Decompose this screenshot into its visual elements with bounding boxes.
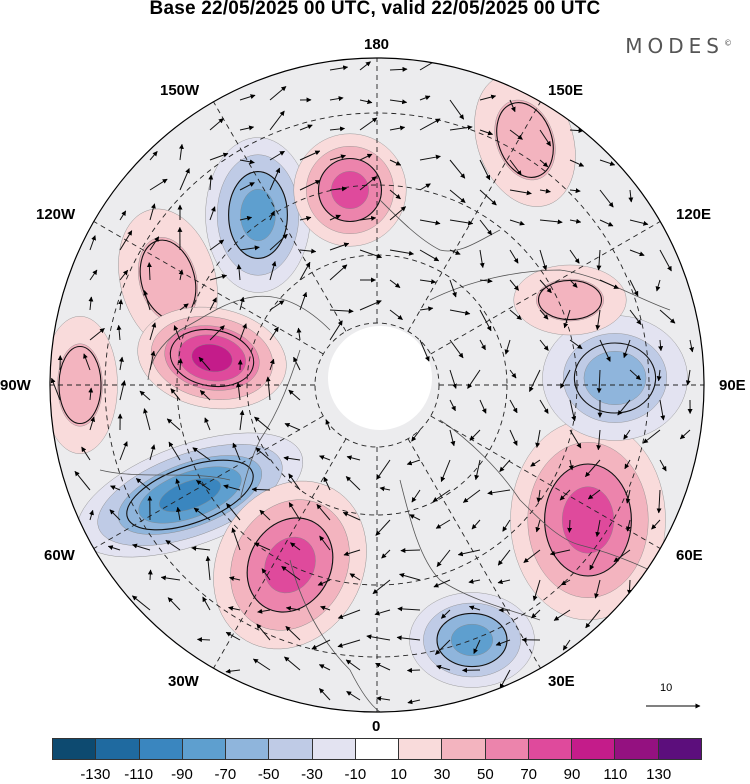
lon-label-150e: 150E (548, 82, 583, 99)
colorbar-tick-label: 70 (520, 766, 537, 783)
colorbar-tick-label: 110 (603, 766, 627, 783)
colorbar-tick-label: 10 (390, 766, 407, 783)
colorbar-tick-label: 90 (564, 766, 581, 783)
colorbar-ticks: -130 -110 -90 -70 -50 -30 -10 10 30 50 70 90 110 130 (0, 766, 750, 784)
colorbar-swatch (269, 738, 312, 760)
lon-label-60w: 60W (44, 547, 75, 564)
lon-label-30e: 30E (548, 673, 575, 690)
anomaly-contour-central-siberia-low (584, 351, 646, 405)
lon-label-30w: 30W (168, 673, 199, 690)
colorbar-swatch (183, 738, 226, 760)
colorbar-swatch (356, 738, 399, 760)
colorbar-tick-label: -130 (80, 766, 110, 783)
colorbar-tick-label: -50 (258, 766, 280, 783)
colorbar-swatch (486, 738, 529, 760)
colorbar (52, 738, 702, 760)
colorbar-swatch (615, 738, 658, 760)
wind-vector (401, 550, 420, 551)
wind-vector (407, 670, 420, 671)
lon-label-180: 180 (364, 36, 389, 53)
anomaly-contour-mongolia-high (536, 279, 604, 321)
colorbar-tick-label: -70 (214, 766, 236, 783)
wind-vector (569, 520, 570, 532)
anomaly-contour-north-pacific-low (241, 189, 276, 241)
colorbar-swatch (572, 738, 615, 760)
colorbar-tick-label: 130 (646, 766, 671, 783)
colorbar-swatch (659, 738, 702, 760)
colorbar-swatch (140, 738, 183, 760)
colorbar-tick-label: -110 (124, 766, 153, 783)
colorbar-tick-label: -10 (344, 766, 366, 783)
colorbar-swatch (399, 738, 442, 760)
lon-label-90e: 90E (719, 377, 746, 394)
vector-scale-label: 10 (660, 682, 672, 694)
wind-vector (197, 639, 210, 640)
anomaly-contour-bering-high (331, 171, 369, 209)
colorbar-swatch (529, 738, 572, 760)
colorbar-swatch (226, 738, 269, 760)
colorbar-tick-label: -30 (301, 766, 323, 783)
lon-label-60e: 60E (676, 547, 703, 564)
colorbar-swatch (96, 738, 139, 760)
colorbar-tick-label: 30 (434, 766, 451, 783)
polar-cap (328, 326, 432, 430)
lon-label-120w: 120W (36, 206, 75, 223)
colorbar-swatch (442, 738, 485, 760)
anomaly-contour-europe-low (451, 624, 493, 656)
colorbar-swatch (313, 738, 356, 760)
lon-label-0: 0 (372, 718, 380, 735)
lon-label-120e: 120E (676, 206, 711, 223)
colorbar-swatch (52, 738, 96, 760)
colorbar-tick-label: 50 (477, 766, 494, 783)
wind-vector (150, 570, 151, 580)
wind-vector (180, 359, 181, 370)
colorbar-tick-label: -90 (171, 766, 193, 783)
lon-label-150w: 150W (160, 82, 199, 99)
lon-label-90w: 90W (0, 377, 31, 394)
